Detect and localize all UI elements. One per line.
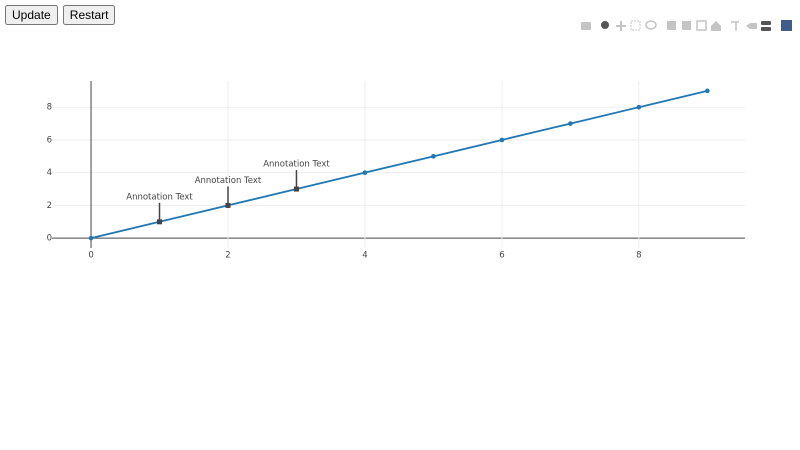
annotation-text: Annotation Text: [263, 160, 330, 170]
point: [88, 235, 94, 241]
zoom-in-icon[interactable]: [667, 21, 676, 30]
restart-button[interactable]: Restart: [62, 5, 116, 25]
hover-compare-icon[interactable]: [761, 27, 771, 31]
select-icon[interactable]: [630, 20, 641, 31]
point: [636, 104, 642, 110]
hover-closest-icon[interactable]: [746, 23, 757, 29]
point: [431, 154, 436, 159]
spike-icon[interactable]: [731, 21, 739, 31]
plotly-logo[interactable]: [781, 20, 792, 31]
annotation-arrowhead: [293, 186, 299, 192]
update-button[interactable]: Update: [5, 5, 58, 25]
button-bar: Update Restart: [5, 4, 116, 25]
x-tick-label: 0: [88, 251, 93, 261]
y-tick-label: 2: [47, 201, 52, 211]
camera-icon[interactable]: [581, 22, 591, 30]
x-tick-label: 6: [499, 251, 504, 261]
zoom-icon[interactable]: [601, 21, 609, 29]
point: [568, 121, 573, 126]
point: [499, 137, 505, 143]
pan-icon[interactable]: [616, 21, 626, 31]
y-tick-label: 6: [47, 135, 52, 145]
zoom-out-icon[interactable]: [682, 21, 691, 30]
line: [90, 89, 708, 240]
annotation-text: Annotation Text: [126, 192, 193, 202]
y-tick-label: 0: [47, 234, 52, 244]
autoscale-icon[interactable]: [696, 20, 707, 31]
x-tick-label: 2: [225, 251, 230, 261]
y-tick-label: 4: [47, 168, 52, 178]
annotation-arrowhead: [157, 219, 163, 225]
point: [362, 170, 368, 175]
lasso-icon[interactable]: [645, 20, 657, 30]
reset-icon[interactable]: [711, 21, 721, 31]
annotation-text: Annotation Text: [195, 176, 262, 186]
point: [705, 88, 710, 94]
x-tick-label: 8: [636, 251, 641, 261]
annotation-arrowhead: [225, 202, 231, 208]
x-tick-label: 4: [362, 251, 367, 261]
modebar: [581, 20, 792, 31]
y-tick-label: 8: [47, 103, 52, 113]
hover-compare-icon[interactable]: [761, 21, 771, 25]
